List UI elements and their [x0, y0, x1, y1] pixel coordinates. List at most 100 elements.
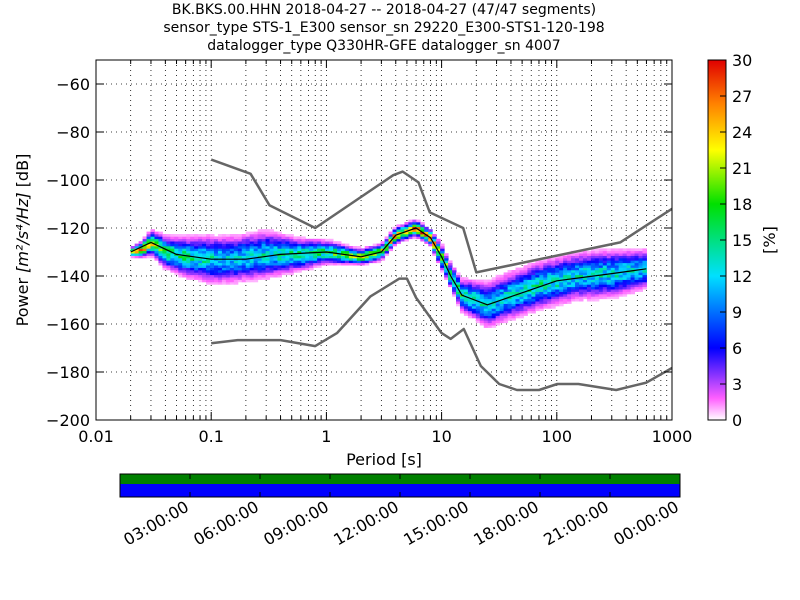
- psd-cell: [555, 274, 560, 278]
- psd-cell: [495, 301, 501, 304]
- psd-cell: [229, 260, 235, 264]
- psd-cell: [182, 238, 187, 242]
- psd-cell: [237, 248, 243, 252]
- psd-cell: [336, 255, 342, 259]
- psd-cell: [233, 243, 239, 247]
- psd-cell: [586, 262, 592, 266]
- psd-cell: [467, 279, 473, 283]
- psd-cell: [245, 270, 251, 273]
- psd-cell: [344, 260, 350, 264]
- psd-cell: [150, 241, 155, 244]
- psd-cell: [539, 308, 544, 312]
- psd-cell: [202, 267, 207, 271]
- psd-cell: [217, 279, 223, 283]
- psd-cell: [531, 286, 536, 290]
- psd-cell: [563, 289, 568, 292]
- psd-cell: [452, 282, 457, 285]
- psd-cell: [174, 260, 179, 264]
- psd-cell: [178, 274, 183, 278]
- psd-cell: [594, 279, 600, 283]
- psd-cell: [190, 262, 195, 266]
- psd-cell: [392, 243, 397, 247]
- psd-cell: [293, 258, 298, 261]
- psd-cell: [194, 250, 199, 254]
- psd-cell: [210, 279, 215, 283]
- psd-cell: [578, 296, 584, 300]
- psd-cell: [543, 272, 548, 276]
- psd-cell: [539, 294, 544, 297]
- psd-cell: [150, 253, 155, 256]
- psd-cell: [471, 301, 477, 304]
- psd-cell: [301, 248, 306, 252]
- psd-cell: [594, 258, 600, 261]
- psd-cell: [257, 243, 263, 247]
- psd-cell: [511, 291, 517, 295]
- psd-cell: [285, 258, 290, 261]
- psd-cell: [491, 315, 497, 319]
- psd-cell: [241, 250, 247, 254]
- psd-cell: [174, 262, 179, 266]
- psd-cell: [281, 238, 286, 242]
- psd-cell: [463, 296, 469, 300]
- psd-cell: [285, 260, 290, 264]
- psd-cell: [590, 286, 596, 290]
- psd-cell: [170, 270, 175, 273]
- psd-cell: [356, 262, 362, 266]
- psd-cell: [459, 301, 465, 304]
- psd-cell: [186, 270, 191, 273]
- psd-cell: [305, 258, 310, 261]
- psd-cell: [539, 296, 544, 300]
- psd-cell: [515, 298, 520, 302]
- psd-cell: [531, 282, 536, 285]
- psd-cell: [432, 238, 437, 242]
- psd-cell: [634, 253, 640, 256]
- psd-cell: [463, 279, 469, 283]
- psd-cell: [376, 260, 382, 264]
- psd-cell: [567, 289, 572, 292]
- psd-cell: [571, 262, 576, 266]
- psd-cell: [305, 243, 310, 247]
- psd-cell: [225, 270, 231, 273]
- psd-cell: [499, 289, 505, 292]
- psd-cell: [515, 308, 520, 312]
- psd-cell: [202, 270, 207, 273]
- psd-cell: [491, 279, 497, 283]
- psd-cell: [325, 248, 330, 252]
- psd-cell: [452, 291, 457, 295]
- psd-cell: [463, 301, 469, 304]
- psd-cell: [194, 270, 199, 273]
- psd-cell: [265, 277, 271, 280]
- psd-cell: [499, 294, 505, 297]
- psd-cell: [527, 270, 532, 273]
- psd-cell: [543, 274, 548, 278]
- psd-cell: [503, 313, 509, 316]
- psd-cell: [245, 243, 251, 247]
- psd-cell: [634, 277, 640, 280]
- psd-cell: [456, 296, 461, 300]
- psd-cell: [535, 296, 540, 300]
- psd-cell: [499, 306, 505, 309]
- psd-cell: [213, 246, 219, 249]
- psd-cell: [277, 241, 282, 244]
- psd-cell: [249, 231, 255, 235]
- psd-cell: [329, 238, 334, 242]
- psd-cell: [456, 301, 461, 304]
- psd-cell: [305, 267, 310, 271]
- psd-cell: [198, 255, 203, 259]
- psd-cell: [317, 265, 322, 268]
- psd-cell: [602, 248, 608, 252]
- psd-cell: [475, 282, 481, 285]
- psd-cell: [146, 255, 152, 259]
- psd-cell: [142, 255, 148, 259]
- psd-cell: [634, 267, 640, 271]
- psd-cell: [440, 265, 445, 268]
- psd-cell: [190, 243, 195, 247]
- psd-cell: [190, 267, 195, 271]
- psd-cell: [233, 246, 239, 249]
- psd-cell: [444, 270, 449, 273]
- psd-cell: [146, 243, 152, 247]
- psd-cell: [336, 253, 342, 256]
- psd-cell: [467, 315, 473, 319]
- psd-cell: [241, 265, 247, 268]
- psd-cell: [618, 274, 624, 278]
